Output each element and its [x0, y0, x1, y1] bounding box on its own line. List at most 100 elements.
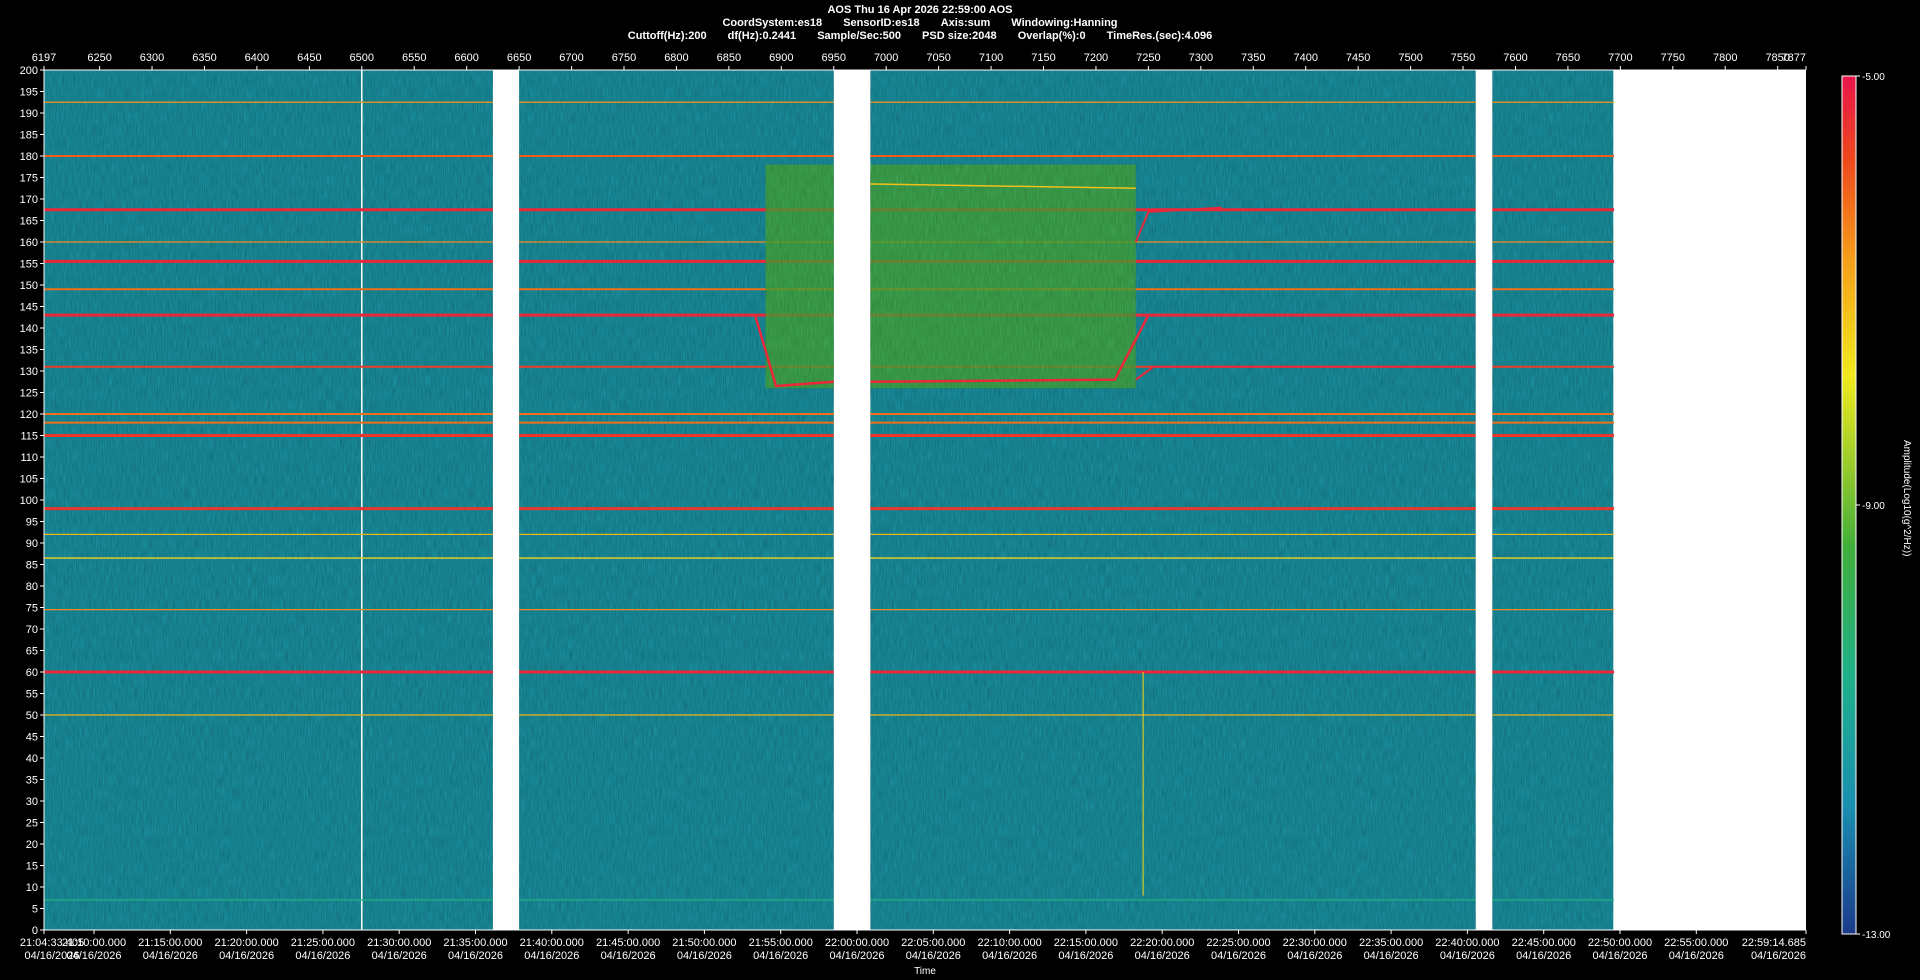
x-tick-time: 22:05:00.000: [901, 937, 965, 949]
top-tick-label: 7850: [1765, 52, 1789, 64]
top-tick-label: 7200: [1084, 52, 1108, 64]
x-tick-time: 21:25:00.000: [291, 937, 355, 949]
recovered-131hz-trace: [1135, 365, 1476, 381]
x-tick-time: 21:45:00.000: [596, 937, 660, 949]
colorbar-tick-label: -5.00: [1862, 72, 1885, 83]
y-tick-label: 185: [20, 130, 38, 142]
top-tick-label: 6450: [297, 52, 321, 64]
y-tick-label: 55: [26, 689, 38, 701]
header-psd-size: PSD size:2048: [922, 30, 997, 42]
y-tick-label: 75: [26, 603, 38, 615]
y-tick-label: 160: [20, 237, 38, 249]
x-tick-date: 04/16/2026: [295, 950, 350, 962]
top-tick-label: 6250: [87, 52, 111, 64]
top-tick-label: 6800: [664, 52, 688, 64]
x-tick-date: 04/16/2026: [677, 950, 732, 962]
top-tick-label: 7877: [1782, 52, 1806, 64]
top-tick-label: 6750: [612, 52, 636, 64]
frequency-rise-trace: [870, 314, 1150, 383]
y-tick-label: 35: [26, 775, 38, 787]
x-tick-time: 22:15:00.000: [1054, 937, 1118, 949]
x-tick-time: 22:50:00.000: [1588, 937, 1652, 949]
x-tick-date: 04/16/2026: [906, 950, 961, 962]
top-tick-label: 6650: [507, 52, 531, 64]
top-tick-label: 7350: [1241, 52, 1265, 64]
x-tick-date: 04/16/2026: [143, 950, 198, 962]
x-tick-date: 04/16/2026: [66, 950, 121, 962]
y-tick-label: 0: [32, 925, 38, 937]
top-tick-label: 7700: [1608, 52, 1632, 64]
y-tick-label: 40: [26, 753, 38, 765]
x-tick-time: 22:35:00.000: [1359, 937, 1423, 949]
x-axis-label: Time: [914, 966, 936, 977]
x-tick-date: 04/16/2026: [1287, 950, 1342, 962]
y-tick-label: 165: [20, 216, 38, 228]
x-tick-date: 04/16/2026: [448, 950, 503, 962]
top-tick-label: 7500: [1398, 52, 1422, 64]
y-tick-label: 150: [20, 280, 38, 292]
top-tick-label: 6900: [769, 52, 793, 64]
header-cutoff: Cuttoff(Hz):200: [627, 30, 707, 42]
y-tick-label: 190: [20, 108, 38, 120]
y-tick-label: 130: [20, 366, 38, 378]
y-axis: 0 5 10 15 20 25 30 35 40 45 50 55 60 65 70 75 80 85 90 95 10…: [20, 65, 45, 937]
x-tick-time: 21:20:00.000: [214, 937, 278, 949]
header-time-res: TimeRes.(sec):4.096: [1106, 30, 1213, 42]
x-tick-time: 22:20:00.000: [1130, 937, 1194, 949]
y-tick-label: 15: [26, 861, 38, 873]
x-tick-date: 04/16/2026: [372, 950, 427, 962]
y-tick-label: 140: [20, 323, 38, 335]
x-tick-time: 21:30:00.000: [367, 937, 431, 949]
y-tick-label: 135: [20, 345, 38, 357]
top-tick-label: 6300: [140, 52, 164, 64]
x-tick-date: 04/16/2026: [24, 950, 79, 962]
y-tick-label: 85: [26, 560, 38, 572]
x-tick-time: 21:35:00.000: [443, 937, 507, 949]
top-tick-label: 7250: [1136, 52, 1160, 64]
x-tick-time: 22:10:00.000: [977, 937, 1041, 949]
x-tick-date: 04/16/2026: [219, 950, 274, 962]
y-tick-label: 70: [26, 624, 38, 636]
y-tick-label: 30: [26, 796, 38, 808]
shift-zone-left-noise: [765, 164, 834, 389]
colorbar-tick-label: -9.00: [1862, 501, 1885, 512]
top-tick-label: 6700: [559, 52, 583, 64]
x-tick-date: 04/16/2026: [1751, 950, 1806, 962]
x-tick-date: 04/16/2026: [1058, 950, 1113, 962]
y-tick-label: 90: [26, 538, 38, 550]
y-tick-label: 175: [20, 173, 38, 185]
y-tick-label: 5: [32, 904, 38, 916]
segment-noise-4: [1492, 70, 1615, 930]
header-sensor-id: SensorID:es18: [843, 17, 920, 29]
y-tick-label: 155: [20, 259, 38, 271]
x-tick-time: 21:40:00.000: [520, 937, 584, 949]
top-tick-label: 7400: [1293, 52, 1317, 64]
top-tick-label: 7050: [926, 52, 950, 64]
frequency-drop-trace: [753, 314, 834, 388]
top-tick-label: 7450: [1346, 52, 1370, 64]
colorbar-tick-label: -13.00: [1862, 930, 1891, 941]
x-tick-time: 22:45:00.000: [1512, 937, 1576, 949]
x-tick-time: 21:50:00.000: [672, 937, 736, 949]
chart-header: AOS Thu 16 Apr 2026 22:59:00 AOS CoordSy…: [0, 4, 1840, 43]
y-tick-label: 60: [26, 667, 38, 679]
top-tick-label: 6600: [454, 52, 478, 64]
x-tick-time: 22:59:14.685: [1742, 937, 1806, 949]
colorbar: -5.00 -9.00 -13.00: [1841, 72, 1891, 941]
colorbar-gradient: [1842, 76, 1856, 934]
x-tick-time: 21:04:33.405: [20, 937, 84, 949]
top-tick-label: 6350: [192, 52, 216, 64]
y-tick-label: 65: [26, 646, 38, 658]
recovered-167hz-trace: [1134, 206, 1222, 243]
top-tick-label: 7800: [1713, 52, 1737, 64]
y-tick-label: 145: [20, 302, 38, 314]
y-tick-label: 180: [20, 151, 38, 163]
x-tick-date: 04/16/2026: [1516, 950, 1571, 962]
x-tick-date: 04/16/2026: [753, 950, 808, 962]
header-sample-rate: Sample/Sec:500: [817, 30, 901, 42]
y-tick-label: 80: [26, 581, 38, 593]
shift-zone-right-noise: [870, 164, 1136, 389]
x-tick-date: 04/16/2026: [1135, 950, 1190, 962]
top-tick-label: 6500: [350, 52, 374, 64]
top-tick-label: 7000: [874, 52, 898, 64]
